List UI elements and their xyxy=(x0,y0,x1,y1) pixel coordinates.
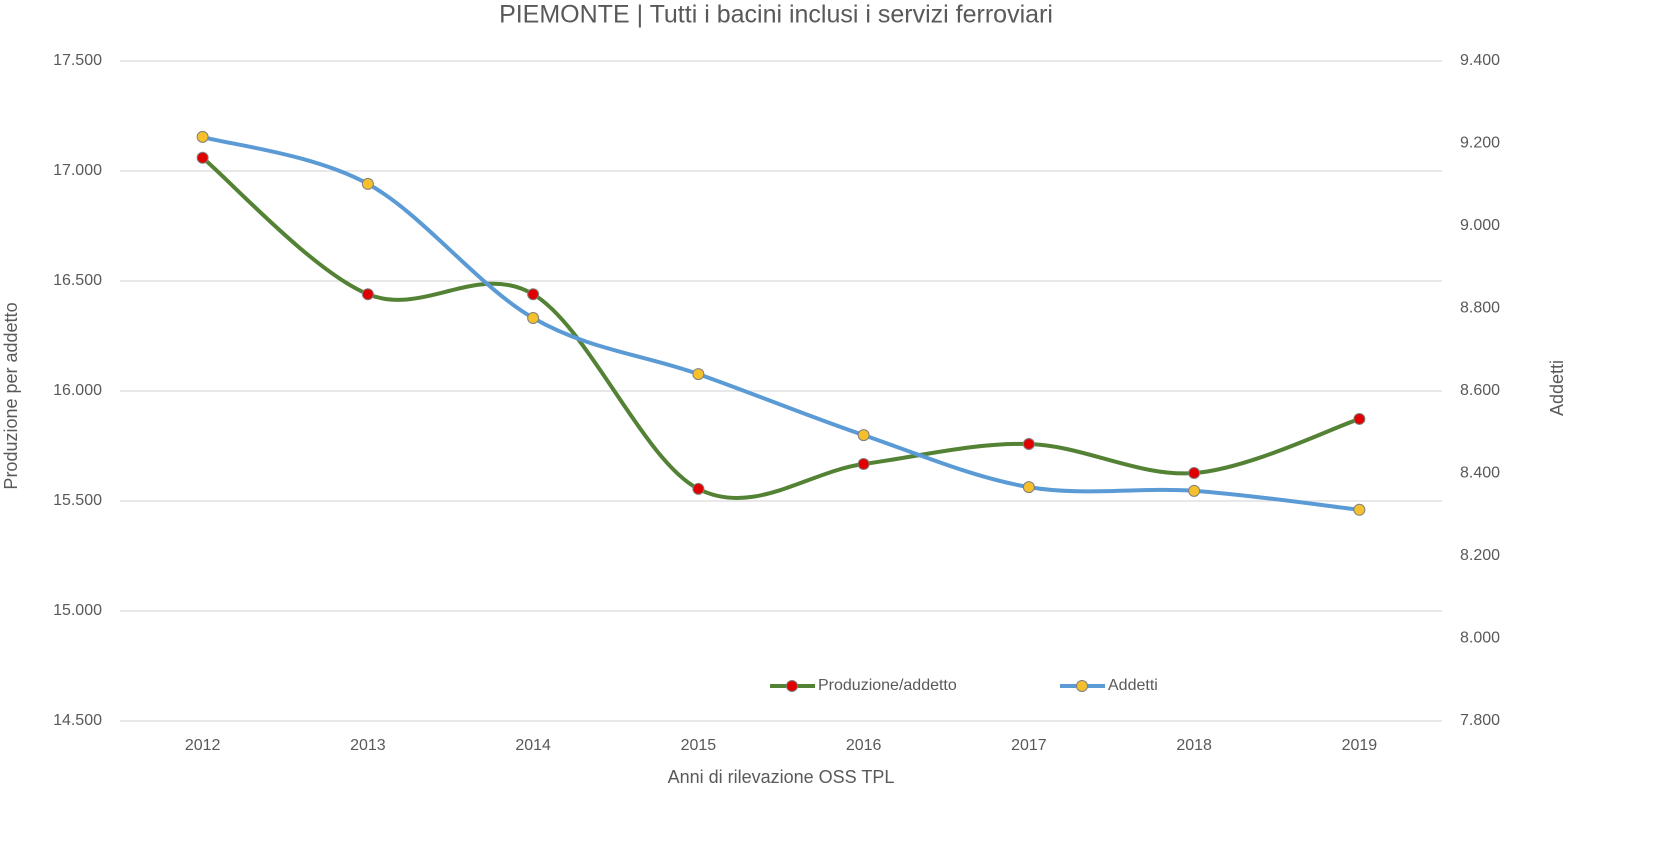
y-tick-label: 16.500 xyxy=(53,272,102,289)
y-tick-label: 14.500 xyxy=(53,712,102,729)
y2-axis-title: Addetti xyxy=(1547,360,1567,416)
y2-tick-label: 8.000 xyxy=(1460,630,1500,647)
marker xyxy=(1022,481,1035,494)
marker xyxy=(1353,503,1366,516)
marker xyxy=(1022,438,1035,451)
x-tick-label: 2014 xyxy=(515,737,551,754)
y-tick-label: 15.500 xyxy=(53,492,102,509)
marker xyxy=(527,311,540,324)
legend-label: Produzione/addetto xyxy=(818,677,957,694)
x-tick-label: 2015 xyxy=(681,737,717,754)
series-line xyxy=(200,155,1362,501)
marker xyxy=(196,130,209,143)
y2-tick-label: 8.200 xyxy=(1460,547,1500,564)
x-tick-label: 2012 xyxy=(185,737,221,754)
y2-tick-label: 9.000 xyxy=(1460,217,1500,234)
marker xyxy=(857,458,870,471)
x-tick-label: 2017 xyxy=(1011,737,1047,754)
marker xyxy=(527,288,540,301)
y2-tick-label: 9.200 xyxy=(1460,135,1500,152)
y2-tick-label: 7.800 xyxy=(1460,712,1500,729)
marker xyxy=(196,151,209,164)
marker xyxy=(1188,484,1201,497)
y-tick-label: 17.000 xyxy=(53,162,102,179)
chart-title: PIEMONTE | Tutti i bacini inclusi i serv… xyxy=(499,1,1053,29)
marker xyxy=(692,368,705,381)
y-tick-label: 17.500 xyxy=(53,52,102,69)
y2-tick-label: 9.400 xyxy=(1460,52,1500,69)
x-tick-label: 2013 xyxy=(350,737,386,754)
y-tick-label: 15.000 xyxy=(53,602,102,619)
y2-tick-label: 8.400 xyxy=(1460,465,1500,482)
x-tick-label: 2016 xyxy=(846,737,882,754)
legend-label: Addetti xyxy=(1108,677,1158,694)
marker xyxy=(857,429,870,442)
marker xyxy=(1188,467,1201,480)
y2-tick-label: 8.600 xyxy=(1460,382,1500,399)
marker xyxy=(692,482,705,495)
x-tick-label: 2019 xyxy=(1342,737,1378,754)
x-tick-label: 2018 xyxy=(1176,737,1212,754)
marker xyxy=(1353,412,1366,425)
y-tick-label: 16.000 xyxy=(53,382,102,399)
marker xyxy=(361,288,374,301)
series-line xyxy=(200,134,1362,512)
marker xyxy=(361,177,374,190)
legend-marker xyxy=(786,680,798,692)
y2-tick-label: 8.800 xyxy=(1460,300,1500,317)
y-axis-title: Produzione per addetto xyxy=(1,302,21,489)
legend-marker xyxy=(1076,680,1088,692)
x-axis-title: Anni di rilevazione OSS TPL xyxy=(668,767,895,787)
